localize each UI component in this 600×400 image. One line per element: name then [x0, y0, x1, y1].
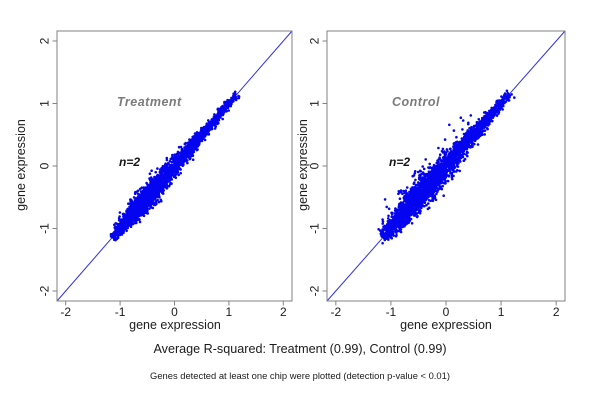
- control-x-axis-label: gene expression: [400, 318, 492, 332]
- svg-text:0: 0: [171, 305, 178, 319]
- treatment-panel-title: Treatment: [117, 95, 182, 109]
- control-y-axis-label: gene expression: [296, 119, 310, 211]
- svg-text:-2: -2: [38, 285, 52, 296]
- svg-text:-2: -2: [60, 305, 71, 319]
- svg-text:2: 2: [38, 37, 52, 44]
- r-squared-caption: Average R-squared: Treatment (0.99), Con…: [153, 342, 447, 356]
- svg-text:1: 1: [308, 100, 322, 107]
- svg-text:-1: -1: [386, 305, 397, 319]
- scatter-plots-canvas: -2 -1 0 1 2 -2 -1 0 1 2 -2 -1 0 1 2 -2 -1 0 1 2: [38, 30, 566, 319]
- treatment-y-axis-label: gene expression: [14, 119, 28, 211]
- detection-footnote: Genes detected at least one chip were pl…: [150, 370, 450, 381]
- svg-text:1: 1: [226, 305, 233, 319]
- control-n-annotation: n=2: [389, 155, 411, 169]
- svg-text:-2: -2: [308, 285, 322, 296]
- svg-text:2: 2: [553, 305, 560, 319]
- control-panel-title: Control: [392, 95, 440, 109]
- svg-text:0: 0: [38, 162, 52, 169]
- svg-text:0: 0: [308, 162, 322, 169]
- treatment-x-axis-label: gene expression: [129, 318, 221, 332]
- svg-text:0: 0: [443, 305, 450, 319]
- svg-text:2: 2: [308, 37, 322, 44]
- svg-text:-1: -1: [38, 223, 52, 234]
- svg-text:1: 1: [38, 100, 52, 107]
- svg-text:-1: -1: [308, 223, 322, 234]
- svg-text:1: 1: [498, 305, 505, 319]
- treatment-n-annotation: n=2: [119, 155, 141, 169]
- svg-text:-2: -2: [330, 305, 341, 319]
- svg-text:2: 2: [280, 305, 287, 319]
- svg-text:-1: -1: [115, 305, 126, 319]
